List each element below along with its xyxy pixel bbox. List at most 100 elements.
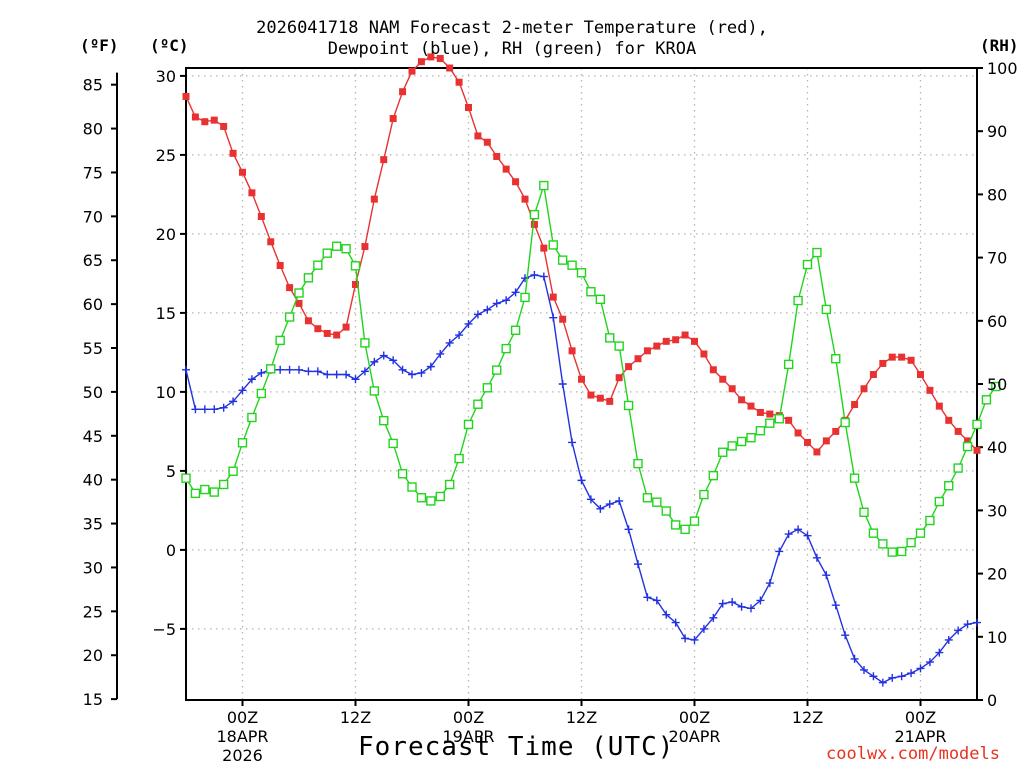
- rh-point: [652, 497, 662, 507]
- dewpoint-point: [671, 618, 680, 627]
- unit-celsius-label: (ºC): [150, 36, 189, 55]
- rh-point: [284, 312, 295, 322]
- x-tick-date-label: 19APR: [442, 727, 494, 746]
- temperature-point: [813, 448, 821, 456]
- rh-point: [576, 268, 587, 278]
- dewpoint-point: [539, 272, 548, 281]
- x-tick-date-label: 21APR: [894, 727, 946, 746]
- unit-rh-label: (RH): [980, 36, 1019, 55]
- fahrenheit-tick-label: 65: [83, 251, 103, 270]
- celsius-tick-label: 25: [156, 146, 176, 165]
- rh-point: [623, 400, 634, 411]
- temperature-point: [672, 336, 680, 344]
- fahrenheit-tick-label: 20: [83, 646, 103, 665]
- rh-point: [218, 479, 229, 490]
- rh-point: [670, 520, 681, 530]
- temperature-point: [709, 366, 717, 374]
- celsius-tick-label: 10: [156, 383, 176, 402]
- temperature-point: [785, 416, 793, 424]
- temperature-point: [210, 116, 218, 124]
- temperature-point: [625, 363, 633, 371]
- rh-point: [915, 528, 926, 538]
- rh-point: [360, 338, 370, 348]
- temperature-point: [662, 337, 670, 345]
- temperature-point: [794, 429, 802, 437]
- temperature-point: [276, 262, 284, 269]
- temperature-point: [935, 402, 943, 410]
- dewpoint-point: [191, 405, 200, 414]
- temperature-point: [380, 156, 388, 164]
- rh-point: [783, 359, 794, 370]
- rh-point: [821, 304, 832, 315]
- dewpoint-point: [417, 368, 426, 377]
- fahrenheit-tick-label: 80: [83, 120, 103, 139]
- temperature-point: [436, 55, 444, 63]
- x-tick-label: 00Z: [679, 708, 710, 727]
- rh-tick-label: 50: [987, 375, 1007, 394]
- rh-tick-label: 10: [987, 628, 1007, 647]
- rh-point: [840, 417, 850, 428]
- dewpoint-point: [916, 664, 925, 673]
- temperature-point: [191, 113, 199, 121]
- dewpoint-point: [803, 531, 812, 540]
- dewpoint-point: [577, 476, 586, 485]
- rh-point: [605, 333, 615, 343]
- temperature-point: [408, 67, 416, 75]
- temperature-point: [323, 329, 331, 337]
- dewpoint-point: [888, 673, 897, 682]
- rh-point: [972, 419, 982, 430]
- fahrenheit-tick-label: 70: [83, 207, 103, 226]
- dewpoint-point: [652, 596, 661, 605]
- rh-point: [887, 547, 897, 557]
- series-dewpoint: [182, 270, 981, 687]
- dewpoint-point: [455, 331, 464, 340]
- rh-point: [473, 399, 483, 409]
- temperature-point: [257, 213, 265, 221]
- dewpoint-point: [737, 602, 746, 611]
- temperature-point: [540, 244, 548, 252]
- fahrenheit-tick-label: 25: [83, 602, 103, 621]
- fahrenheit-tick-label: 75: [83, 163, 103, 182]
- temperature-point: [352, 280, 359, 288]
- rh-tick-label: 60: [987, 312, 1007, 331]
- x-tick-label: 12Z: [792, 708, 823, 727]
- temperature-point: [907, 356, 915, 364]
- rh-point: [379, 415, 389, 426]
- rh-point: [501, 343, 511, 354]
- dewpoint-point: [389, 356, 398, 365]
- temperature-point: [549, 293, 557, 301]
- dewpoint-point: [690, 635, 699, 644]
- celsius-tick-label: 20: [156, 225, 176, 244]
- rh-point: [736, 436, 747, 447]
- rh-point: [849, 473, 860, 483]
- rh-point: [482, 383, 493, 393]
- chart-axes: [111, 67, 983, 706]
- rh-point: [435, 491, 445, 502]
- dewpoint-point: [398, 365, 407, 374]
- credit-link[interactable]: coolwx.com/models: [826, 744, 1000, 764]
- temperature-point: [747, 402, 755, 410]
- temperature-point: [738, 396, 746, 404]
- grid-lines: [186, 68, 977, 700]
- temperature-point: [389, 115, 397, 123]
- dewpoint-point: [276, 365, 285, 374]
- rh-tick-label: 100: [987, 59, 1018, 78]
- temperature-point: [869, 371, 877, 379]
- rh-tick-label: 90: [987, 122, 1007, 141]
- fahrenheit-tick-label: 85: [83, 76, 103, 95]
- temperature-point: [474, 132, 482, 140]
- rh-point: [680, 524, 690, 535]
- rh-point: [303, 273, 314, 283]
- plot-frame: [185, 67, 978, 701]
- dewpoint-point: [963, 620, 972, 629]
- rh-point: [557, 255, 568, 265]
- dewpoint-point: [304, 367, 313, 376]
- dewpoint-point: [615, 496, 624, 505]
- temperature-point: [926, 386, 934, 394]
- dewpoint-point: [794, 525, 803, 534]
- x-tick-date-label: 20APR: [668, 727, 720, 746]
- temperature-point: [342, 323, 350, 331]
- temperature-point: [530, 220, 538, 228]
- dewpoint-point: [332, 370, 341, 379]
